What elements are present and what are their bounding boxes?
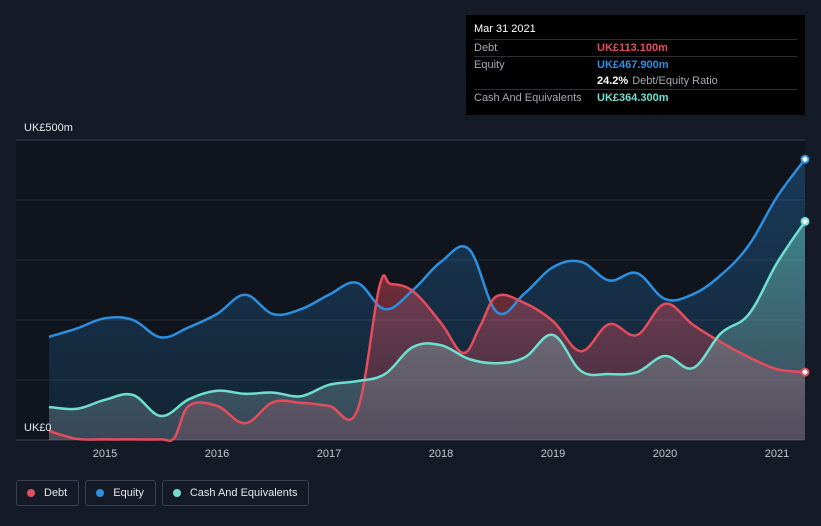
tooltip-debt-value: UK£113.100m xyxy=(597,42,668,54)
legend-item-equity[interactable]: Equity xyxy=(85,480,156,506)
debt-dot-icon xyxy=(27,489,35,497)
tooltip-date: Mar 31 2021 xyxy=(474,23,536,35)
x-tick-label: 2015 xyxy=(93,448,117,460)
cash-area xyxy=(49,221,805,440)
y-tick-label-top: UK£500m xyxy=(24,122,73,134)
x-tick-label: 2017 xyxy=(317,448,341,460)
x-tick-label: 2016 xyxy=(205,448,229,460)
equity-dot-icon xyxy=(96,489,105,497)
x-tick-label: 2018 xyxy=(429,448,453,460)
legend-item-debt[interactable]: Debt xyxy=(16,480,80,506)
x-tick-label: 2019 xyxy=(541,448,565,460)
tooltip-ratio-label: Debt/Equity Ratio xyxy=(632,75,718,87)
data-tooltip: Mar 31 2021 Debt UK£113.100m Equity UK£4… xyxy=(466,15,805,115)
tooltip-debt-label: Debt xyxy=(474,42,498,54)
legend-label-cash: Cash And Equivalents xyxy=(189,487,298,499)
cash-end-marker xyxy=(800,216,810,226)
legend-label-debt: Debt xyxy=(44,487,68,499)
x-tick-label: 2020 xyxy=(653,448,677,460)
tooltip-cash-value: UK£364.300m xyxy=(597,92,669,104)
tooltip-equity-label: Equity xyxy=(474,59,505,71)
series-end-markers xyxy=(800,154,810,377)
series-areas xyxy=(49,159,805,441)
tooltip-equity-value: UK£467.900m xyxy=(597,59,669,71)
cash-dot-icon xyxy=(172,489,181,497)
cash-line xyxy=(48,220,807,418)
y-tick-label-bottom: UK£0 xyxy=(24,422,52,434)
x-tick-label: 2021 xyxy=(765,448,789,460)
equity-line xyxy=(48,158,807,339)
series-lines xyxy=(48,158,807,442)
equity-end-marker xyxy=(800,154,810,164)
tooltip-cash-label: Cash And Equivalents xyxy=(474,92,582,104)
legend-label-equity: Equity xyxy=(113,487,144,499)
x-axis-ticks: 2015 2016 2017 2018 2019 2020 2021 xyxy=(93,448,789,460)
debt-line xyxy=(48,274,806,442)
chart-legend: Debt Equity Cash And Equivalents xyxy=(16,480,310,506)
legend-item-cash[interactable]: Cash And Equivalents xyxy=(161,480,310,506)
debt-end-marker xyxy=(800,367,810,377)
tooltip-ratio-value: 24.2% xyxy=(597,75,629,87)
